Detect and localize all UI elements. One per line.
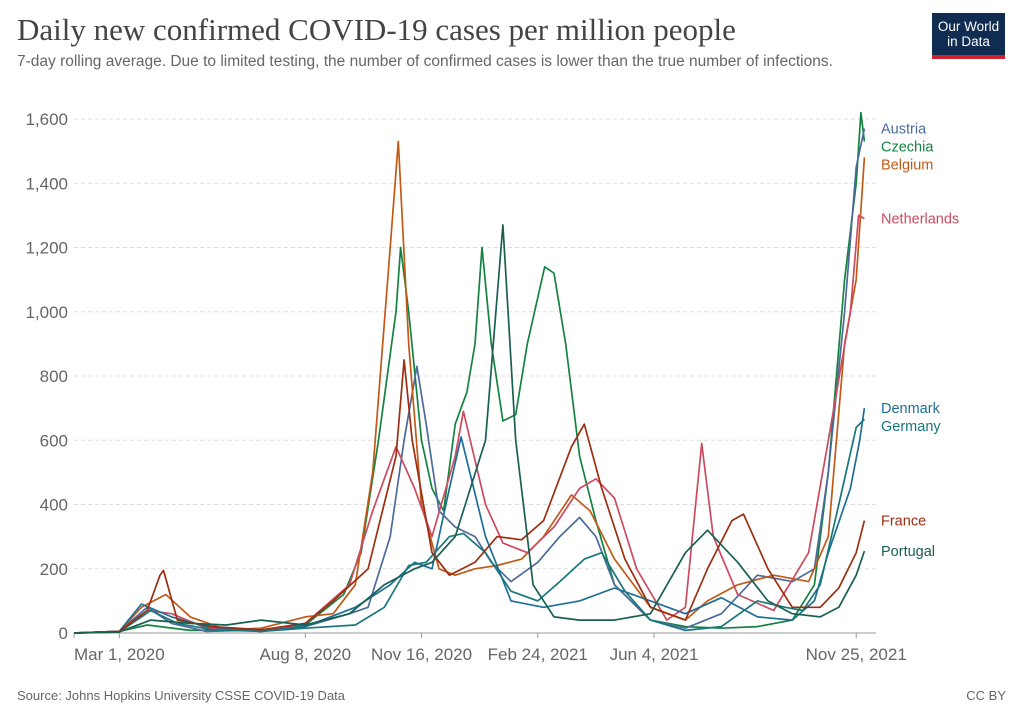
x-tick-label: Feb 24, 2021 [488,645,588,664]
chart-subtitle: 7-day rolling average. Due to limited te… [17,53,833,70]
y-tick-label: 600 [40,431,68,450]
legend-label-austria: Austria [881,122,927,138]
x-tick-label: Nov 25, 2021 [806,645,907,664]
legend-label-france: France [881,514,926,530]
series-line-czechia [73,111,866,634]
x-tick-label: Nov 16, 2020 [371,645,472,664]
series-line-germany [73,418,865,634]
y-tick-label: 400 [40,496,68,515]
y-tick-label: 200 [40,560,68,579]
legend-label-denmark: Denmark [881,401,941,417]
legend-label-netherlands: Netherlands [881,212,959,228]
legend-label-czechia: Czechia [881,140,934,156]
x-axis-ticks: Mar 1, 2020 Aug 8, 2020 Nov 16, 2020 Feb 24… [73,633,907,664]
legend-label-germany: Germany [881,419,941,435]
series-line-netherlands [73,214,865,634]
y-tick-label: 0 [59,624,68,643]
series-lines [73,111,866,634]
y-tick-label: 1,000 [25,303,68,322]
legend-label-belgium: Belgium [881,158,933,174]
y-tick-label: 1,400 [25,174,68,193]
x-tick-label: Mar 1, 2020 [74,645,165,664]
source-note[interactable]: Source: Johns Hopkins University CSSE CO… [17,688,346,703]
legend-label-portugal: Portugal [881,544,935,560]
logo-line-1: Our World [937,19,1000,34]
x-tick-label: Aug 8, 2020 [259,645,351,664]
legend: Austria Czechia Belgium Netherlands Denmark G… [881,122,959,560]
x-tick-label: Jun 4, 2021 [610,645,699,664]
logo-line-2: in Data [947,34,990,49]
series-line-france [73,359,866,634]
y-tick-label: 1,600 [25,110,68,129]
owid-logo[interactable]: Our World in Data [932,13,1005,59]
license-note[interactable]: CC BY [966,688,1006,703]
y-tick-label: 1,200 [25,239,68,258]
chart-title: Daily new confirmed COVID-19 cases per m… [17,12,736,47]
gridlines [74,118,876,634]
y-axis-ticks: 0 200 400 600 800 1,000 1,200 1,400 1,600 [25,110,68,643]
series-line-belgium [73,140,866,634]
series-line-portugal [73,224,866,634]
y-tick-label: 800 [40,367,68,386]
